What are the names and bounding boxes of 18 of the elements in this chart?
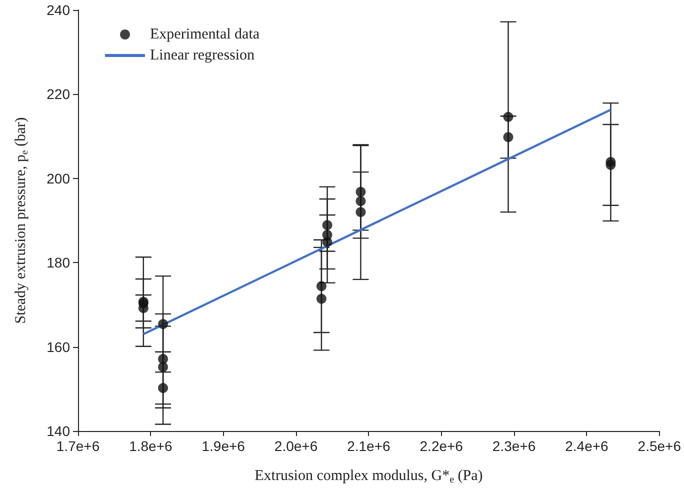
legend-label: Linear regression — [150, 48, 256, 64]
x-tick-label: 2.1e+6 — [347, 438, 391, 454]
y-tick-label: 140 — [46, 423, 70, 439]
legend-label: Experimental data — [150, 26, 260, 42]
x-tick-label: 1.8e+6 — [129, 438, 172, 454]
y-tick-label: 180 — [46, 254, 70, 271]
x-tick-label: 2.4e+6 — [565, 438, 609, 454]
x-tick-label: 1.7e+6 — [56, 438, 100, 454]
x-tick-label: 2.0e+6 — [274, 438, 318, 454]
y-axis-title: Steady extrusion pressure, pe (bar) — [13, 117, 30, 324]
x-tick-label: 2.2e+6 — [420, 438, 464, 454]
x-tick-label: 1.9e+6 — [202, 438, 246, 454]
x-tick-label: 2.3e+6 — [492, 438, 536, 454]
y-tick-label: 200 — [46, 170, 70, 186]
x-tick-label: 2.5e+6 — [638, 438, 682, 454]
y-tick-label: 160 — [46, 338, 70, 355]
y-tick-label: 220 — [46, 86, 70, 102]
y-tick-label: 240 — [46, 2, 70, 18]
